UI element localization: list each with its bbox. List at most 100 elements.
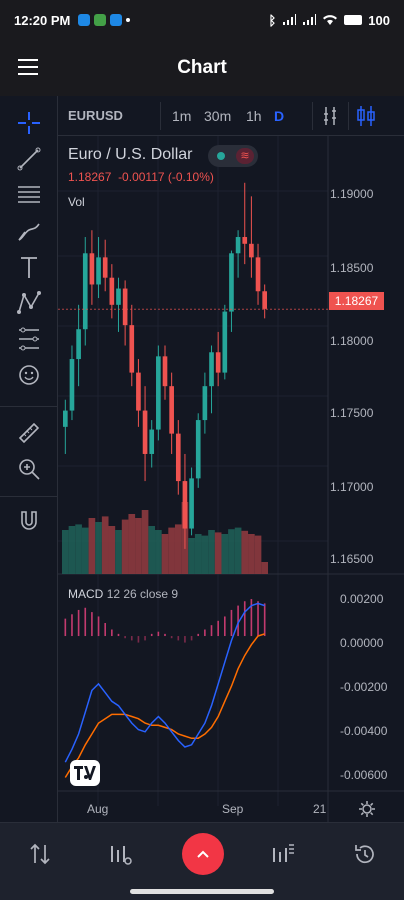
toolbar-divider (0, 406, 57, 407)
candle-body (76, 329, 81, 360)
candle-body (222, 311, 228, 373)
candle-body (229, 253, 234, 312)
page-title: Chart (177, 57, 227, 78)
templates-icon[interactable] (268, 839, 298, 869)
candles-icon[interactable] (354, 104, 378, 128)
time-axis-label: Aug (87, 802, 109, 816)
tradingview-logo[interactable] (70, 760, 100, 786)
volume-bar (148, 526, 156, 574)
measure-range-icon[interactable] (14, 324, 44, 354)
volume-bar (135, 518, 142, 574)
market-open-dot (217, 152, 225, 160)
candle-body (102, 257, 108, 278)
macd-title: MACD (68, 587, 104, 601)
price-axis-label: 1.18500 (330, 261, 374, 275)
bottom-toolbar (0, 822, 404, 884)
settings-icon[interactable] (358, 800, 376, 818)
macd-axis-label: -0.00200 (340, 680, 388, 694)
emoji-icon[interactable] (14, 360, 44, 390)
pattern-icon[interactable] (14, 288, 44, 318)
volume-bar (101, 516, 109, 574)
volume-bar (261, 562, 268, 574)
candle-body (156, 356, 161, 430)
volume-bar (88, 518, 96, 574)
toolbar-divider (0, 496, 57, 497)
ruler-icon[interactable] (14, 418, 44, 448)
candle-body (242, 237, 248, 244)
volume-bar (174, 524, 182, 574)
home-indicator[interactable] (130, 889, 274, 894)
last-price: 1.18267 (68, 170, 112, 184)
scroll-up-button[interactable] (182, 833, 224, 875)
zoom-in-icon[interactable] (14, 454, 44, 484)
menu-icon[interactable] (18, 59, 38, 75)
candle-body (116, 288, 121, 305)
candle-body (109, 277, 115, 305)
volume-bar (95, 522, 102, 574)
volume-bar (141, 510, 149, 574)
toolbar-divider (312, 102, 313, 130)
chart-area[interactable]: EURUSD 1m 30m 1h D (0, 96, 404, 822)
crosshair-icon[interactable] (14, 108, 44, 138)
candle-body (62, 410, 68, 427)
compare-icon[interactable] (320, 104, 344, 128)
volume-bar (128, 514, 136, 574)
trade-icon[interactable] (25, 839, 55, 869)
volume-bar (81, 527, 89, 574)
price-chart[interactable] (58, 136, 404, 822)
macd-axis-label: -0.00400 (340, 724, 388, 738)
volume-bar (121, 519, 129, 574)
symbol-title: Euro / U.S. Dollar (68, 146, 193, 163)
macd-axis-label: -0.00600 (340, 768, 388, 782)
candle-body (215, 352, 221, 373)
delayed-data-icon: ≋ (236, 148, 254, 164)
candle-body (129, 325, 135, 373)
system-nav-bar (0, 884, 404, 900)
whatsapp-icon (94, 14, 107, 26)
interval-1m[interactable]: 1m (172, 108, 192, 124)
volume-bar (115, 530, 122, 574)
volume-bar (161, 534, 169, 574)
status-bar: 12:20 PM ᛒ 100 (0, 0, 404, 40)
text-icon[interactable] (14, 252, 44, 282)
interval-d[interactable]: D (274, 108, 285, 124)
indicators-icon[interactable] (106, 839, 136, 869)
fib-retracement-icon[interactable] (14, 180, 44, 210)
chevron-up-icon (197, 850, 209, 858)
toolbar-divider (160, 102, 161, 130)
app-bar: Chart (0, 40, 404, 96)
interval-1h[interactable]: 1h (246, 108, 262, 124)
volume-bar (248, 534, 255, 574)
price-axis-label: 1.17000 (330, 480, 374, 494)
messages-icon (110, 14, 123, 26)
trend-line-icon[interactable] (14, 144, 44, 174)
candle-body (149, 429, 155, 454)
market-status-badge[interactable]: ≋ (208, 145, 258, 167)
change-value: -0.00117 (-0.10%) (118, 170, 214, 184)
volume-bar (254, 535, 262, 574)
candle-body (249, 243, 254, 258)
volume-bar (75, 524, 82, 574)
macd-params: 12 26 close 9 (106, 587, 179, 601)
signal-icon (283, 14, 297, 25)
chart-top-toolbar: EURUSD 1m 30m 1h D (58, 96, 404, 136)
volume-bar (214, 532, 222, 574)
volume-bar (188, 538, 195, 574)
candle-body (175, 433, 181, 482)
history-icon[interactable] (350, 839, 380, 869)
candle-body (136, 372, 141, 411)
volume-bar (68, 526, 76, 574)
candle-body (89, 253, 95, 285)
volume-bar (234, 527, 242, 574)
candle-body (182, 481, 188, 529)
magnet-icon[interactable] (14, 506, 44, 536)
brush-icon[interactable] (14, 216, 44, 246)
price-axis-label: 1.16500 (330, 552, 374, 566)
macd-signal-line (64, 633, 265, 778)
candle-body (162, 356, 168, 387)
symbol-search-button[interactable]: EURUSD (68, 108, 123, 123)
macd-line (64, 602, 265, 763)
volume-bar (221, 534, 229, 574)
interval-30m[interactable]: 30m (204, 108, 232, 124)
system-icons: ᛒ 100 (268, 13, 390, 28)
